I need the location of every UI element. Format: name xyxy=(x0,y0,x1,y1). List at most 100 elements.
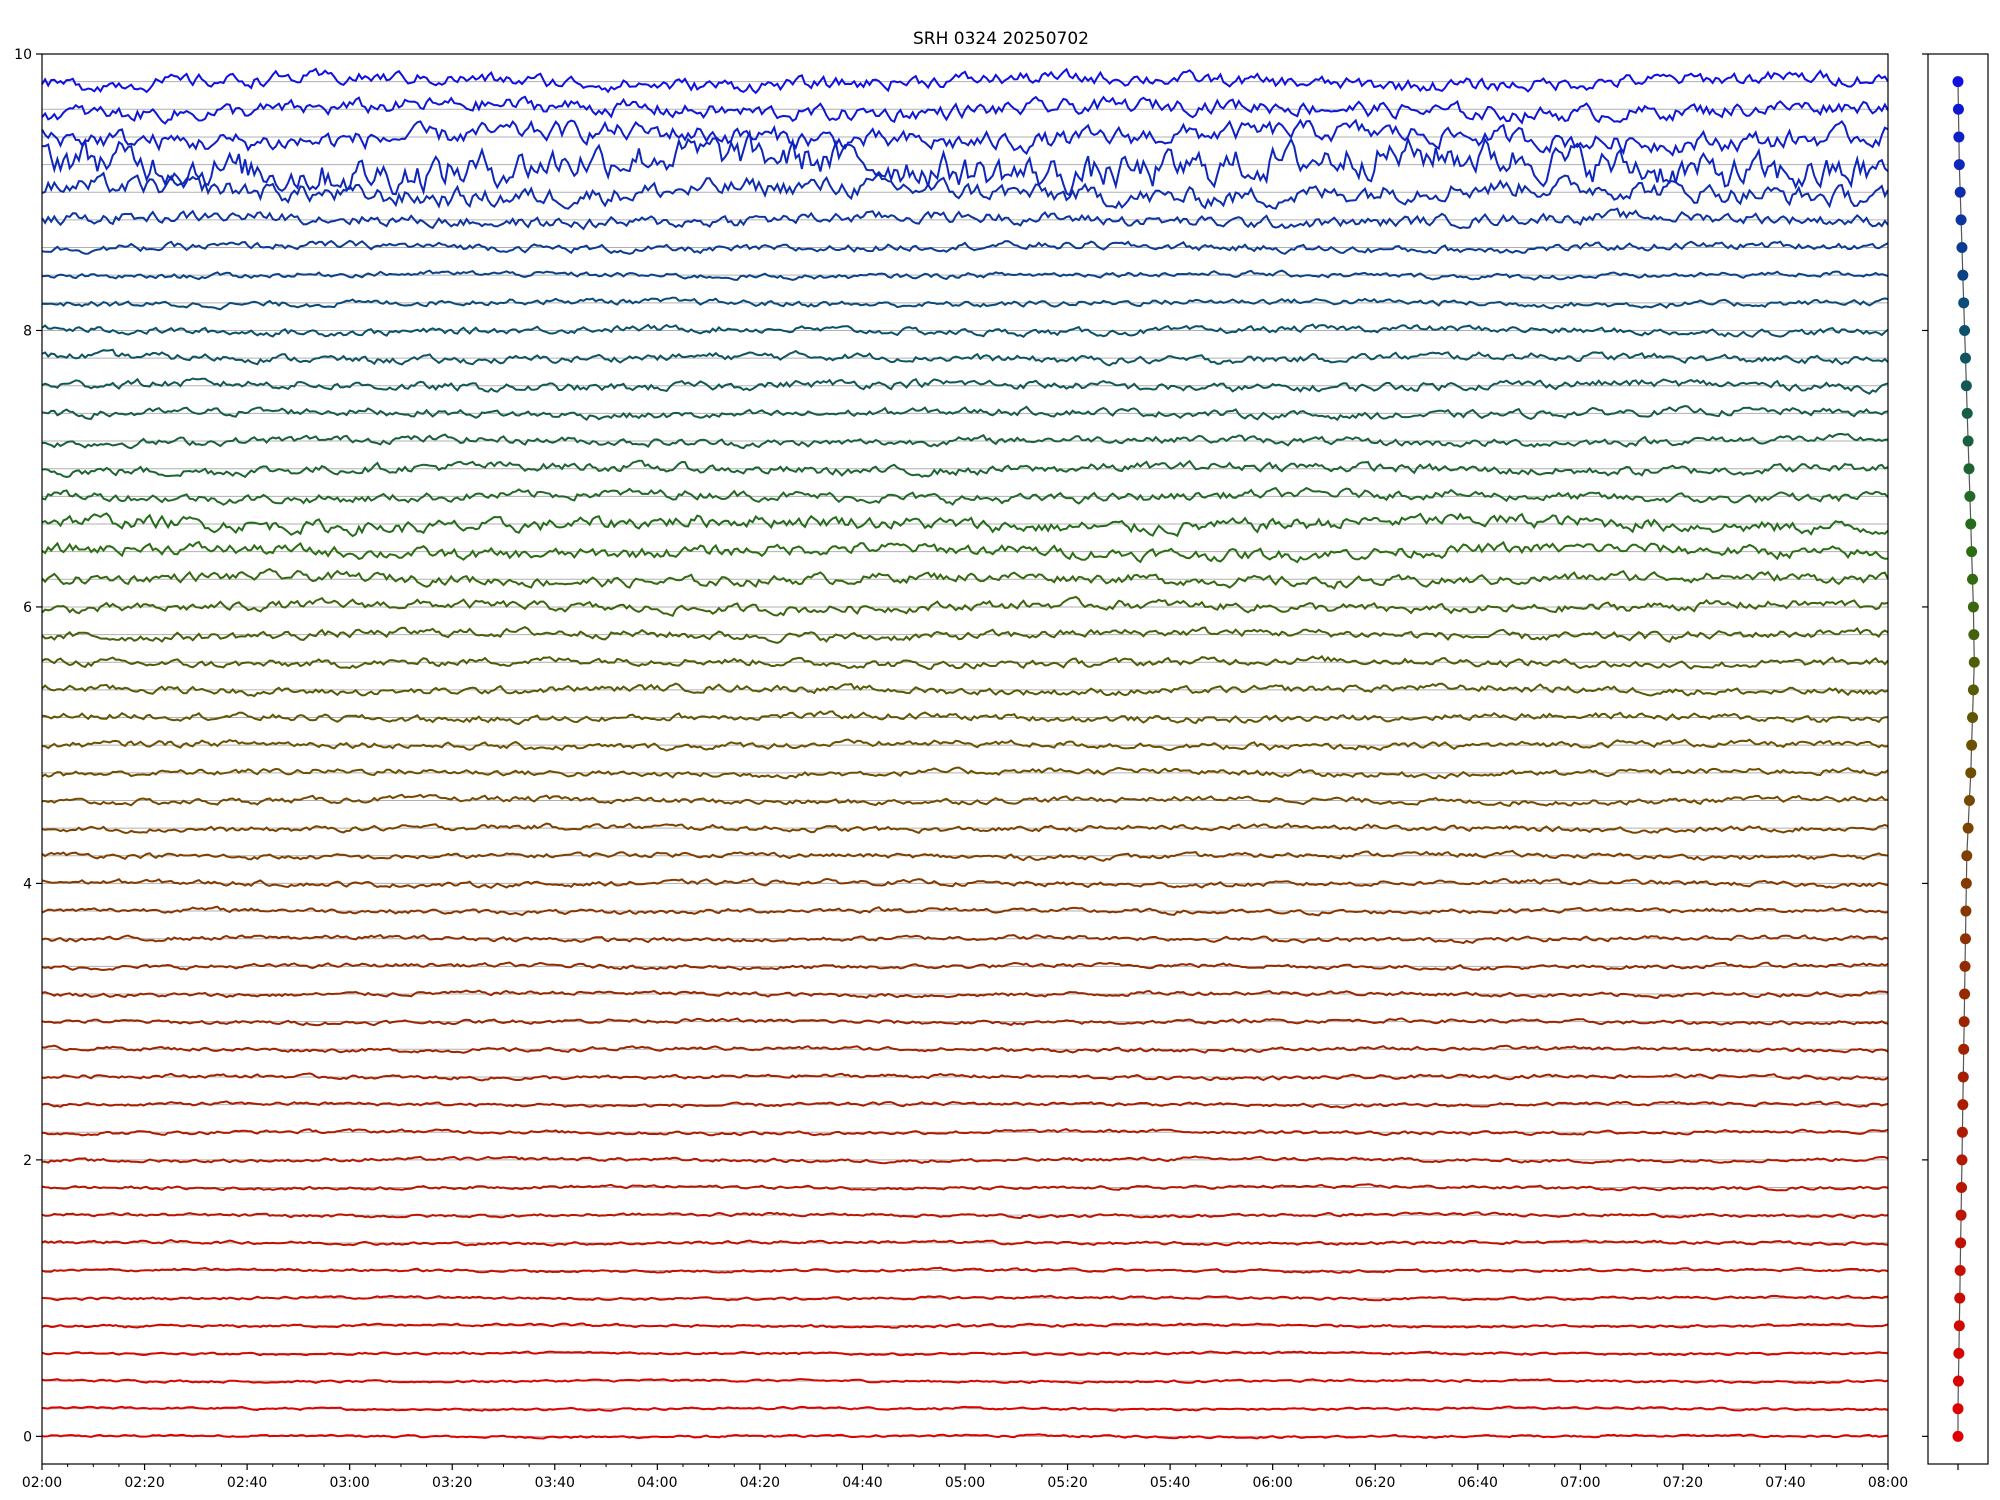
x-tick-label: 02:20 xyxy=(124,1475,164,1491)
series-trace xyxy=(41,323,1889,339)
side-point xyxy=(1959,933,1971,945)
series-trace xyxy=(41,1405,1889,1412)
series-trace xyxy=(41,625,1889,644)
side-point xyxy=(1956,242,1968,254)
series-trace xyxy=(41,296,1889,311)
x-tick-label: 06:00 xyxy=(1252,1475,1292,1491)
side-point xyxy=(1952,76,1964,88)
x-tick-label: 03:20 xyxy=(432,1475,472,1491)
x-tick-label: 06:40 xyxy=(1458,1475,1498,1491)
side-point xyxy=(1962,435,1974,447)
series-trace xyxy=(41,1322,1889,1329)
series-trace xyxy=(41,348,1889,367)
y-tick-label: 6 xyxy=(23,600,32,616)
series-trace xyxy=(41,95,1889,125)
side-point xyxy=(1961,850,1973,862)
series-trace xyxy=(41,404,1889,422)
series-trace xyxy=(41,377,1889,395)
series-trace xyxy=(41,1183,1889,1192)
series-trace xyxy=(41,905,1889,917)
series-trace xyxy=(41,766,1889,780)
side-plot-frame xyxy=(1927,53,1989,1465)
series-trace xyxy=(41,433,1889,450)
series-trace xyxy=(41,512,1889,538)
main-x-axis: 02:00 02:20 02:40 03:00 03:20 03:40 04:00 04:20… xyxy=(22,1464,1908,1491)
side-point xyxy=(1959,352,1971,364)
series-trace xyxy=(41,1350,1889,1357)
series-trace xyxy=(41,459,1889,479)
series-trace xyxy=(41,1211,1889,1220)
side-point xyxy=(1953,159,1965,171)
chart-title: SRH 0324 20250702 xyxy=(913,29,1089,49)
side-point xyxy=(1959,960,1971,972)
side-point xyxy=(1953,1320,1965,1332)
x-tick-label: 07:40 xyxy=(1765,1475,1805,1491)
series-trace xyxy=(41,567,1889,590)
side-point xyxy=(1966,739,1978,751)
side-point xyxy=(1958,1016,1970,1028)
side-point xyxy=(1960,877,1972,889)
x-tick-label: 06:20 xyxy=(1355,1475,1395,1491)
series-trace xyxy=(41,849,1889,862)
side-point xyxy=(1958,1043,1970,1055)
side-point xyxy=(1959,324,1971,336)
series-trace xyxy=(41,207,1889,231)
side-point xyxy=(1955,1209,1967,1221)
series-trace xyxy=(41,989,1889,1000)
y-tick-label: 0 xyxy=(23,1429,32,1445)
side-point xyxy=(1963,794,1975,806)
side-point xyxy=(1967,601,1979,613)
main-traces xyxy=(41,67,1889,1440)
side-point xyxy=(1953,1347,1965,1359)
side-point xyxy=(1961,407,1973,419)
side-point xyxy=(1965,767,1977,779)
side-point xyxy=(1956,1126,1968,1138)
y-tick-label: 8 xyxy=(23,323,32,339)
x-tick-label: 07:00 xyxy=(1560,1475,1600,1491)
series-trace xyxy=(41,822,1889,834)
series-trace xyxy=(41,682,1889,698)
side-point xyxy=(1964,490,1976,502)
x-tick-label: 03:40 xyxy=(535,1475,575,1491)
main-y-axis: 0 2 4 6 8 10 xyxy=(14,47,42,1445)
side-point xyxy=(1968,629,1980,641)
series-trace xyxy=(41,1378,1889,1385)
x-tick-label: 07:20 xyxy=(1663,1475,1703,1491)
series-trace xyxy=(41,1072,1889,1082)
side-point xyxy=(1959,988,1971,1000)
side-point xyxy=(1957,1099,1969,1111)
series-trace xyxy=(42,793,1888,807)
series-trace xyxy=(41,595,1889,618)
x-tick-label: 05:20 xyxy=(1047,1475,1087,1491)
side-point xyxy=(1957,1071,1969,1083)
side-point xyxy=(1953,131,1965,143)
side-point xyxy=(1956,1182,1968,1194)
side-point xyxy=(1956,1154,1968,1166)
series-trace xyxy=(41,655,1889,670)
series-trace xyxy=(41,961,1889,972)
x-tick-label: 02:40 xyxy=(227,1475,267,1491)
side-point xyxy=(1952,103,1964,115)
side-point xyxy=(1954,186,1966,198)
side-point xyxy=(1960,905,1972,917)
side-point xyxy=(1962,822,1974,834)
side-point xyxy=(1958,297,1970,309)
series-trace xyxy=(41,239,1889,255)
series-trace xyxy=(41,877,1889,889)
y-tick-label: 10 xyxy=(14,47,32,63)
series-trace xyxy=(41,933,1889,945)
side-point xyxy=(1955,214,1967,226)
series-trace xyxy=(41,540,1889,564)
series-trace xyxy=(41,710,1888,726)
x-tick-label: 04:40 xyxy=(842,1475,882,1491)
side-point xyxy=(1952,1375,1964,1387)
series-trace xyxy=(41,1433,1889,1440)
x-tick-label: 08:00 xyxy=(1868,1475,1908,1491)
series-trace xyxy=(42,1155,1889,1165)
side-point xyxy=(1966,546,1978,558)
side-point xyxy=(1957,269,1969,281)
y-tick-label: 4 xyxy=(23,876,32,892)
side-point xyxy=(1955,1237,1967,1249)
